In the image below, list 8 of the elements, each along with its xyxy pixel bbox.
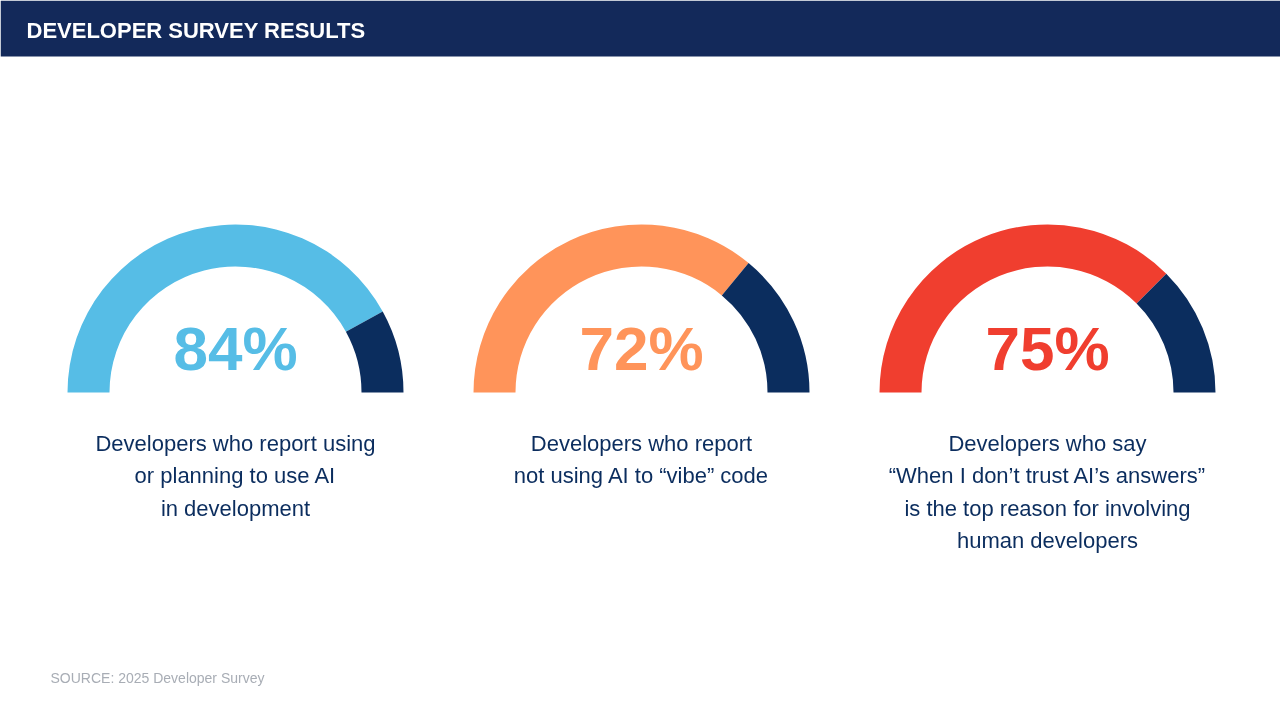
text: Developers who report using or planning to use AI in development bbox=[95, 430, 376, 521]
source-note: SOURCE: 2025 Developer Survey bbox=[50, 669, 265, 686]
data-label: 75% bbox=[985, 314, 1110, 383]
text: Developers who say “When I don’t trust AI’s answers” is the top reason for involving human developers bbox=[888, 430, 1206, 553]
text: Developers who report not using AI to “vibe” code bbox=[513, 430, 769, 488]
data-label: 84% bbox=[173, 314, 298, 383]
data-label: 72% bbox=[579, 314, 704, 383]
chart-title: DEVELOPER SURVEY RESULTS bbox=[26, 18, 366, 43]
